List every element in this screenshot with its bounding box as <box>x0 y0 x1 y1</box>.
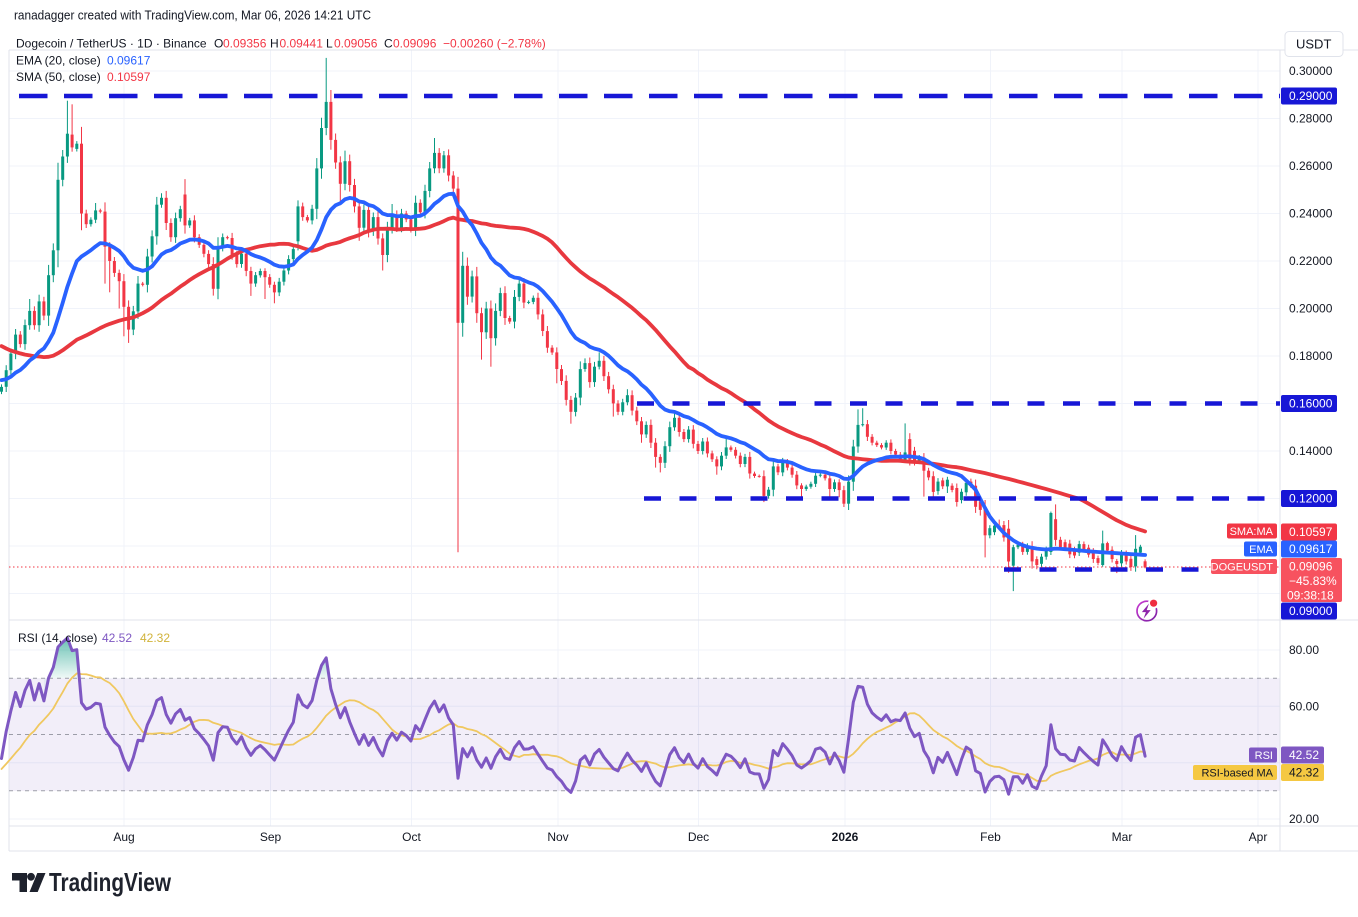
svg-text:Apr: Apr <box>1249 830 1268 844</box>
svg-text:−45.83%: −45.83% <box>1289 574 1337 588</box>
svg-text:09:38:18: 09:38:18 <box>1287 589 1334 603</box>
svg-text:0.30000: 0.30000 <box>1289 64 1333 78</box>
svg-text:RSI-based MA: RSI-based MA <box>1201 768 1273 780</box>
svg-text:EMA (20, close)0.09617: EMA (20, close) 0.09617 <box>16 54 151 68</box>
svg-text:Nov: Nov <box>547 830 568 844</box>
svg-text:RSI: RSI <box>1255 750 1273 762</box>
svg-text:2026: 2026 <box>832 830 859 844</box>
svg-text:0.16000: 0.16000 <box>1289 397 1333 411</box>
svg-text:0.09096: 0.09096 <box>1289 560 1333 574</box>
svg-text:Aug: Aug <box>113 830 134 844</box>
svg-text:42.52: 42.52 <box>1289 748 1319 762</box>
svg-text:0.24000: 0.24000 <box>1289 207 1333 221</box>
svg-text:80.00: 80.00 <box>1289 643 1319 657</box>
svg-text:60.00: 60.00 <box>1289 699 1319 713</box>
svg-text:20.00: 20.00 <box>1289 812 1319 826</box>
svg-text:0.09000: 0.09000 <box>1289 604 1333 618</box>
svg-text:0.10597: 0.10597 <box>1289 525 1333 539</box>
svg-text:0.26000: 0.26000 <box>1289 159 1333 173</box>
svg-text:Feb: Feb <box>980 830 1001 844</box>
svg-text:Dec: Dec <box>688 830 709 844</box>
svg-text:EMA: EMA <box>1249 544 1274 556</box>
svg-text:Dogecoin / TetherUS · 1D · Bin: Dogecoin / TetherUS · 1D · Binance O0.093… <box>16 37 546 51</box>
svg-text:Sep: Sep <box>260 830 282 844</box>
svg-text:0.20000: 0.20000 <box>1289 302 1333 316</box>
svg-text:0.28000: 0.28000 <box>1289 112 1333 126</box>
svg-text:0.12000: 0.12000 <box>1289 492 1333 506</box>
svg-text:USDT: USDT <box>1296 37 1331 52</box>
svg-text:Oct: Oct <box>402 830 421 844</box>
svg-text:0.09617: 0.09617 <box>1289 542 1333 556</box>
svg-text:0.18000: 0.18000 <box>1289 349 1333 363</box>
svg-text:TradingView: TradingView <box>49 867 172 897</box>
svg-text:0.14000: 0.14000 <box>1289 444 1333 458</box>
svg-text:42.32: 42.32 <box>1289 766 1319 780</box>
svg-text:SMA:MA: SMA:MA <box>1230 526 1274 538</box>
svg-text:DOGEUSDT: DOGEUSDT <box>1211 562 1274 574</box>
svg-text:ranadagger created with Tradin: ranadagger created with TradingView.com,… <box>14 9 371 23</box>
svg-text:Mar: Mar <box>1112 830 1133 844</box>
svg-text:0.22000: 0.22000 <box>1289 254 1333 268</box>
svg-text:SMA (50, close)0.10597: SMA (50, close) 0.10597 <box>16 70 151 84</box>
svg-text:0.29000: 0.29000 <box>1289 89 1333 103</box>
